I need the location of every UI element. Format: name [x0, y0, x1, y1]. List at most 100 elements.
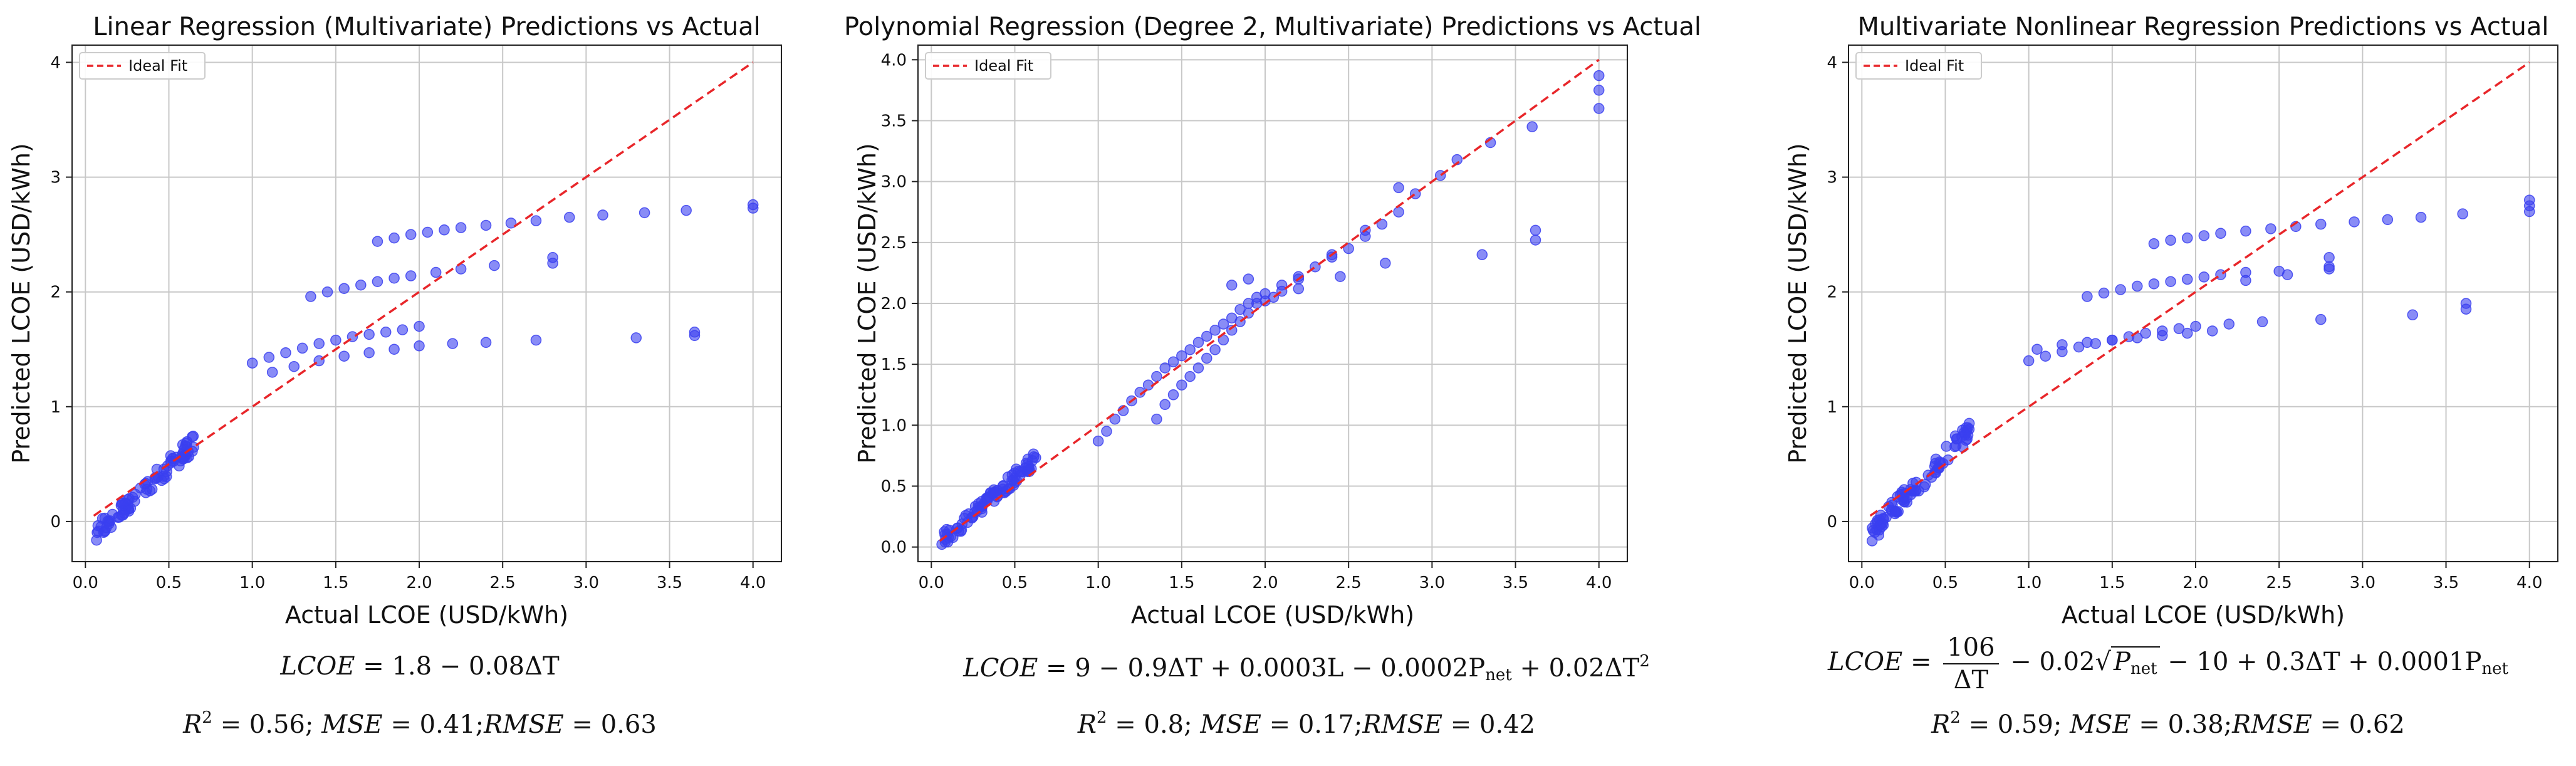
x-tick-label: 2.5 — [1336, 574, 1362, 592]
data-point — [92, 520, 104, 532]
data-point — [388, 344, 400, 355]
data-point — [363, 347, 375, 359]
y-tick-label: 1.0 — [881, 416, 907, 435]
x-tick-label: 2.0 — [1252, 574, 1278, 592]
x-tick-label: 4.0 — [2516, 574, 2542, 592]
y-tick-label: 2.0 — [881, 295, 907, 313]
x-tick-label: 0.0 — [73, 574, 98, 592]
data-point — [2165, 234, 2176, 246]
y-tick-label: 1 — [50, 398, 61, 417]
data-point — [981, 493, 993, 505]
data-point — [2082, 337, 2093, 349]
data-point — [117, 509, 128, 521]
data-point — [430, 266, 442, 278]
x-tick-label: 3.0 — [1419, 574, 1445, 592]
data-point — [2190, 320, 2201, 332]
chart-3: 0.0 0.5 1.0 1.5 2.0 2.5 3.0 3.5 4.0 0 1 2 3 4 Multivar… — [1784, 13, 2558, 629]
legend-label: Ideal Fit — [128, 57, 187, 75]
x-tick-label: 4.0 — [1586, 574, 1612, 592]
data-point — [1875, 519, 1886, 531]
data-point — [187, 431, 199, 442]
data-point — [405, 229, 417, 240]
data-point — [2181, 273, 2193, 285]
y-tick-label: 4 — [1827, 53, 1837, 72]
data-point — [1930, 453, 1942, 465]
data-point — [338, 283, 350, 294]
data-point — [1530, 234, 1541, 246]
data-point — [1209, 344, 1221, 355]
data-point — [1526, 121, 1538, 132]
x-tick-label: 0.5 — [156, 574, 182, 592]
data-point — [505, 218, 517, 229]
formula-2-equation: LCOE = 9 − 0.9ΔT + 0.0003L − 0.0002Pnet … — [963, 652, 1650, 685]
data-point — [530, 334, 542, 346]
data-point — [1184, 370, 1196, 382]
data-point — [455, 222, 467, 233]
data-point — [2460, 298, 2472, 309]
legend-box — [925, 52, 1051, 80]
data-point — [1101, 426, 1112, 437]
data-point — [530, 215, 542, 226]
data-point — [1226, 325, 1238, 336]
data-point — [1192, 362, 1204, 374]
x-tick-label: 3.5 — [2433, 574, 2459, 592]
data-point — [372, 276, 383, 287]
data-point — [976, 506, 988, 518]
data-point — [305, 291, 316, 302]
data-point — [1218, 318, 1229, 330]
data-point — [1176, 350, 1187, 362]
data-point — [2073, 341, 2085, 353]
x-axis-label: Actual LCOE (USD/kWh) — [2062, 601, 2345, 629]
data-point — [422, 226, 434, 238]
data-point — [388, 272, 400, 284]
data-point — [2256, 316, 2268, 328]
plot-frame — [71, 45, 782, 562]
data-point — [1950, 440, 1962, 451]
data-point — [1941, 441, 1952, 452]
x-tick-label: 3.5 — [1503, 574, 1528, 592]
data-point — [2181, 327, 2193, 339]
y-tick-label: 1 — [1827, 398, 1837, 417]
data-point — [397, 324, 409, 335]
legend-box — [79, 52, 206, 80]
y-tick-label: 3.5 — [881, 112, 907, 130]
data-point — [547, 252, 558, 263]
data-point — [1593, 70, 1605, 81]
data-point — [2057, 339, 2068, 350]
data-point — [1593, 103, 1605, 114]
plot-frame — [1848, 45, 2558, 562]
data-point — [747, 199, 759, 211]
y-tick-label: 3.0 — [881, 173, 907, 192]
data-point — [1109, 413, 1121, 425]
x-tick-label: 2.5 — [2266, 574, 2292, 592]
legend-label: Ideal Fit — [1905, 57, 1964, 75]
data-point — [2206, 325, 2218, 337]
legend-box — [1855, 52, 1982, 80]
data-point — [2215, 228, 2226, 239]
data-point — [313, 338, 325, 349]
data-point — [380, 327, 392, 338]
y-tick-label: 0 — [1827, 513, 1837, 532]
chart-1: 0.0 0.5 1.0 1.5 2.0 2.5 3.0 3.5 4.0 0 1 2 3 4 Linear R… — [8, 13, 782, 629]
data-point — [2023, 355, 2035, 367]
data-point — [296, 342, 308, 354]
formula-3-equation: LCOE = 106 ΔT − 0.02√ Pnet − 10 + 0.3ΔT + … — [1828, 633, 2508, 695]
data-point — [2240, 266, 2251, 278]
data-point — [1022, 453, 1034, 465]
data-point — [405, 270, 417, 281]
x-tick-label: 4.0 — [740, 574, 766, 592]
data-point — [266, 367, 278, 378]
data-point — [2040, 350, 2052, 362]
data-point — [1892, 506, 1904, 517]
data-point — [1959, 426, 1970, 438]
x-tick-label: 2.5 — [490, 574, 516, 592]
data-point — [2173, 323, 2185, 335]
data-point — [1530, 224, 1541, 236]
data-point — [1151, 413, 1162, 425]
data-point — [2523, 194, 2535, 206]
data-point — [681, 204, 692, 216]
data-point — [2407, 309, 2419, 321]
data-point — [1293, 283, 1305, 295]
x-axis-label: Actual LCOE (USD/kWh) — [1131, 601, 1414, 629]
